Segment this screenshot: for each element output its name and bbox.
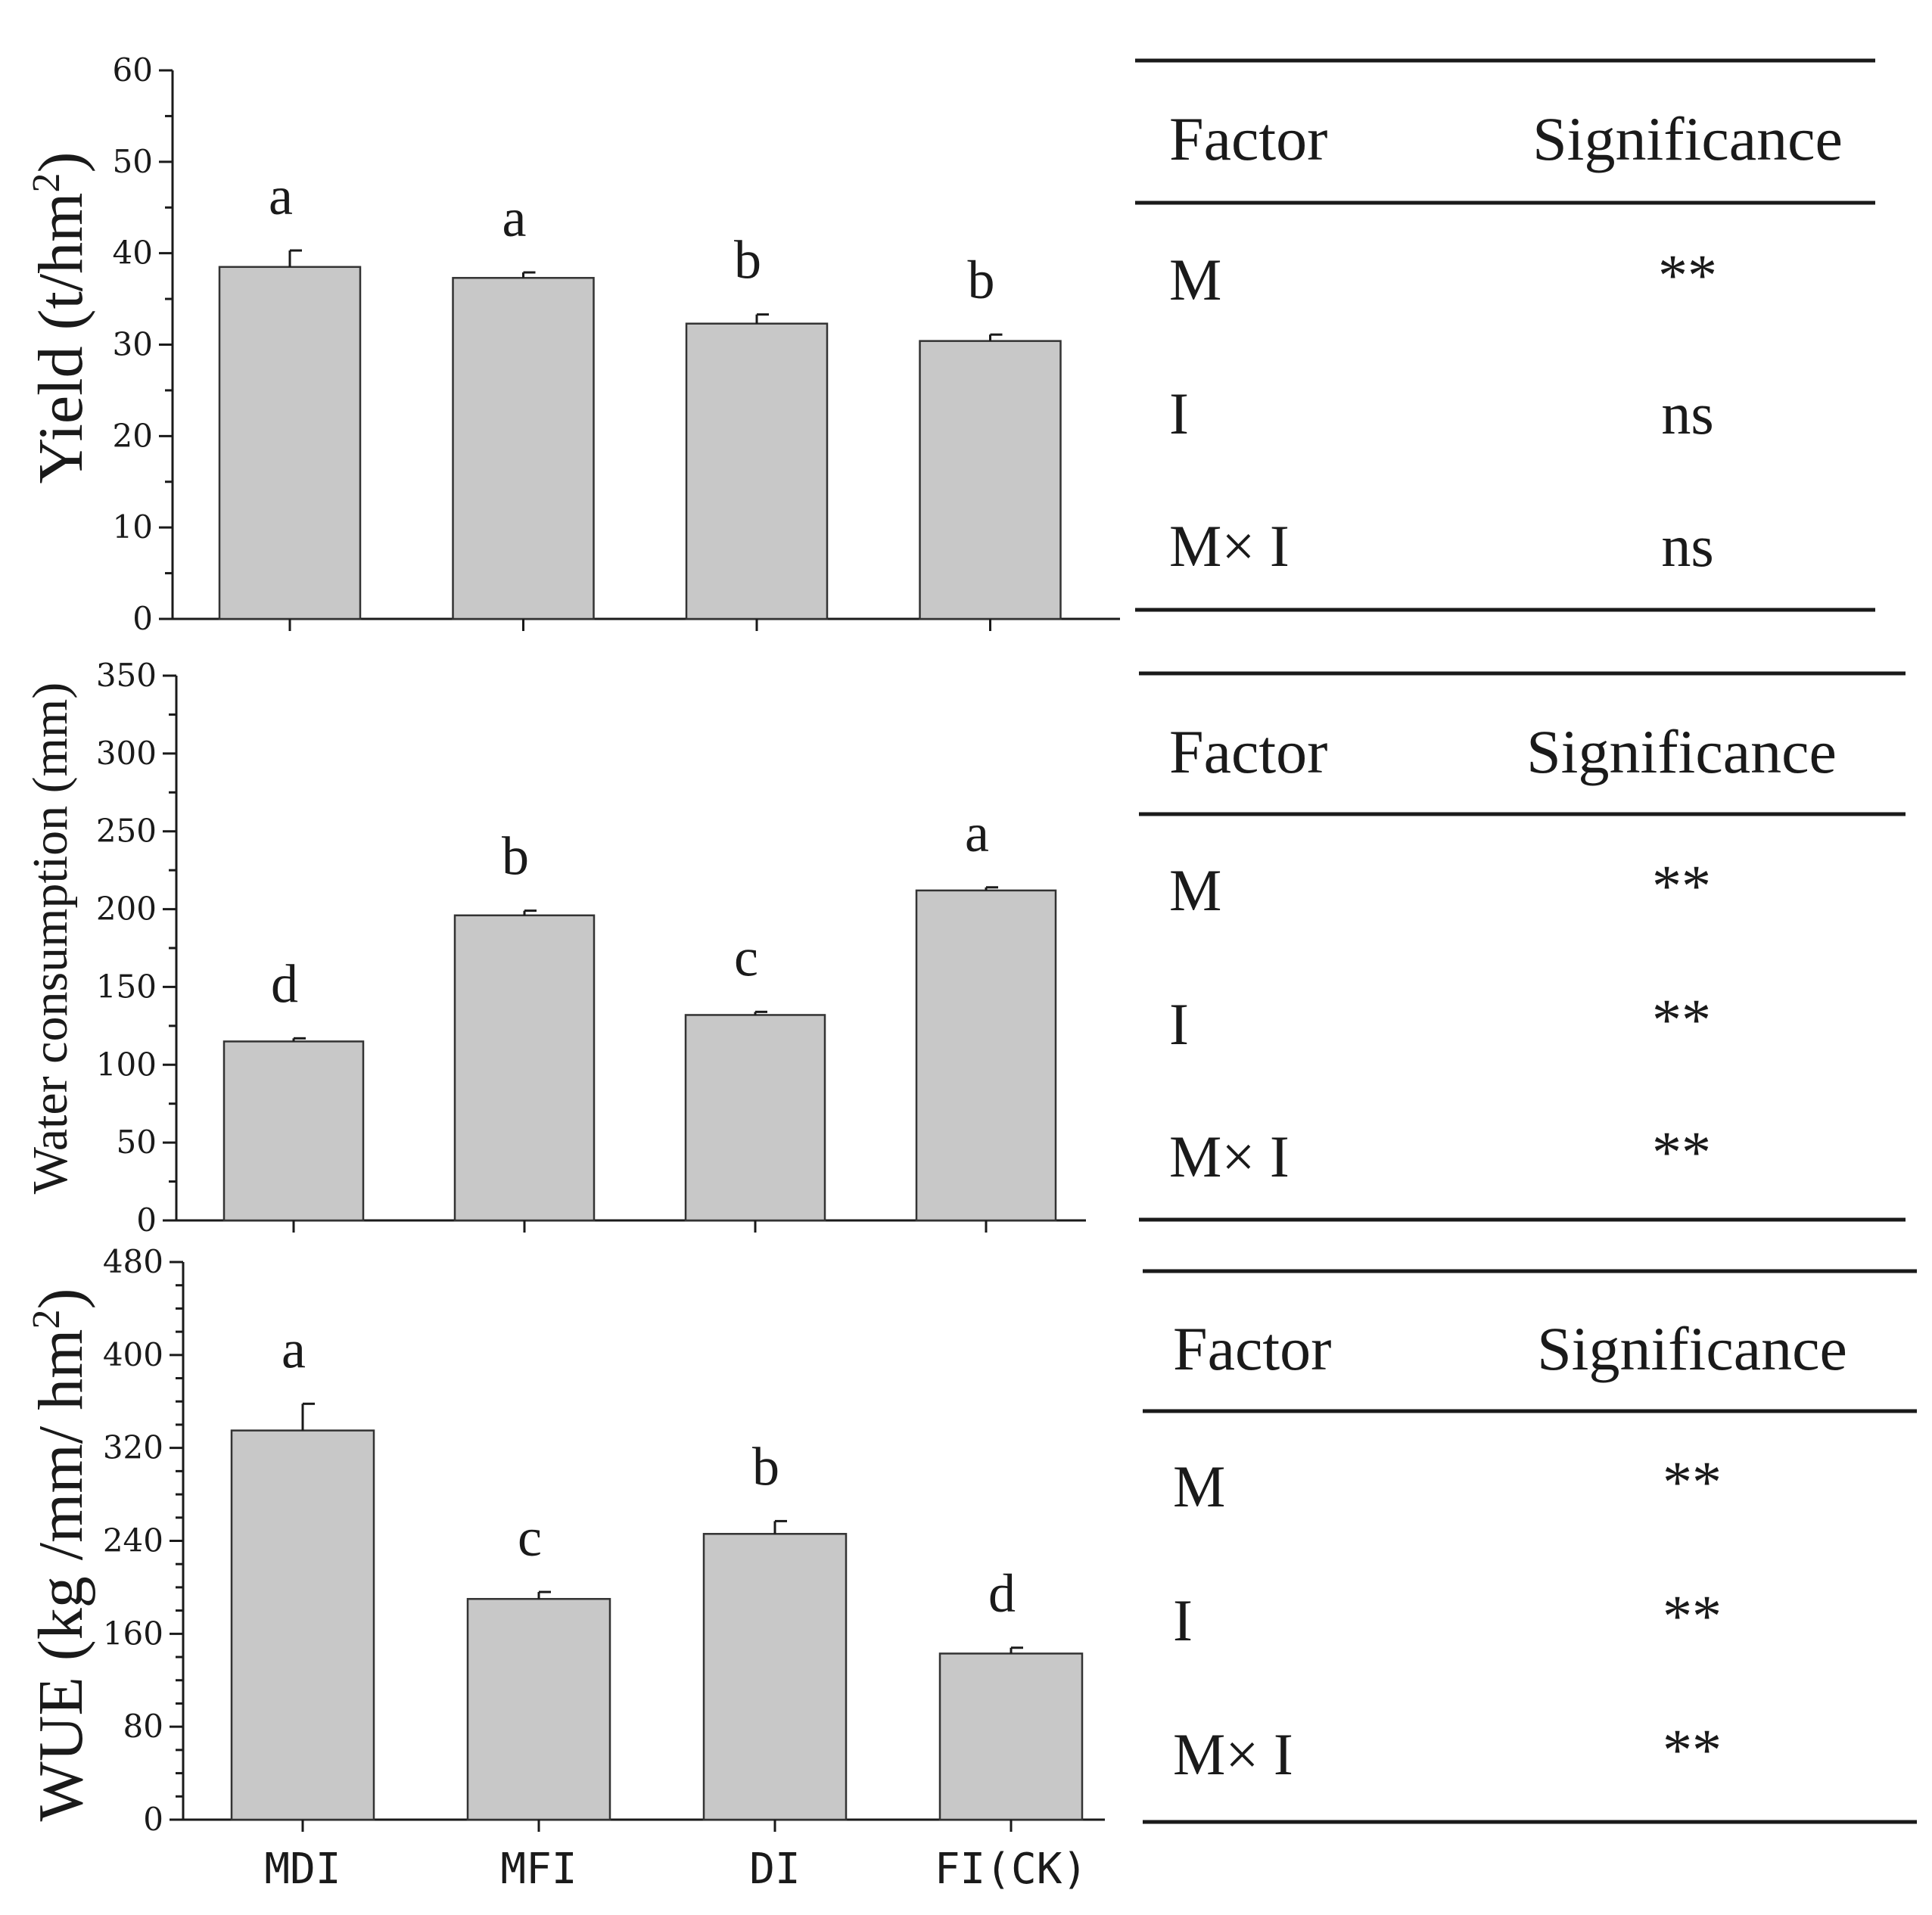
table-significance-cell: ** — [1663, 1583, 1722, 1649]
significance-letter: c — [734, 927, 758, 987]
water-ylabel: Water consumption (mm) — [23, 682, 78, 1195]
significance-letter: b — [734, 230, 761, 291]
y-tick-label: 150 — [96, 968, 157, 1005]
y-tick-label: 160 — [103, 1615, 163, 1652]
y-tick-label: 0 — [136, 1202, 157, 1239]
table-factor-cell: I — [1169, 381, 1189, 446]
water-significance-table: Factor Significance M ** I ** M× I ** — [1139, 671, 1906, 1222]
y-tick-label: 50 — [117, 1124, 157, 1161]
y-tick-label: 0 — [132, 600, 153, 637]
x-category-label: MFI — [500, 1845, 577, 1894]
y-tick-label: 60 — [113, 51, 153, 89]
significance-letter: d — [271, 953, 298, 1014]
x-category-label: FI(CK) — [935, 1845, 1087, 1894]
y-tick-label: 320 — [103, 1429, 163, 1466]
table-significance-cell: ns — [1661, 381, 1713, 446]
bar-di — [702, 1533, 848, 1821]
y-tick-label: 100 — [96, 1046, 157, 1083]
table-significance-cell: ** — [1663, 1449, 1722, 1515]
y-tick-label: 300 — [96, 735, 157, 772]
table-factor-cell: M× I — [1169, 513, 1290, 579]
water-chart: 0 50 100 150 200 250 300 350 d b c a — [96, 657, 1086, 1239]
table-header-factor: Factor — [1173, 1314, 1331, 1383]
bar-fi-ck- — [938, 1652, 1084, 1821]
y-tick-label: 240 — [103, 1522, 163, 1559]
significance-letter: a — [269, 166, 293, 226]
table-significance-cell: ** — [1652, 987, 1711, 1052]
yield-ylabel: Yield (t/hm2) — [25, 152, 96, 484]
y-tick-label: 10 — [113, 508, 153, 546]
y-tick-label: 400 — [103, 1336, 163, 1373]
x-category-label: DI — [749, 1845, 800, 1894]
y-tick-label: 250 — [96, 813, 157, 850]
table-factor-cell: M — [1173, 1453, 1225, 1519]
table-factor-cell: M — [1169, 857, 1221, 923]
table-significance-cell: ** — [1663, 1717, 1722, 1783]
y-tick-label: 20 — [113, 417, 153, 454]
y-tick-label: 30 — [113, 326, 153, 363]
significance-letter: b — [752, 1436, 779, 1497]
table-header-significance: Significance — [1526, 717, 1837, 786]
bar-di — [685, 322, 829, 620]
wue-chart: 0 80 160 240 320 400 480 a c b d MDI MFI DI FI(CK) — [103, 1243, 1105, 1894]
bar-mfi — [452, 277, 595, 620]
bar-di — [684, 1014, 826, 1222]
table-header-factor: Factor — [1169, 104, 1327, 173]
y-tick-label: 350 — [96, 657, 157, 694]
y-tick-label: 80 — [123, 1708, 163, 1745]
table-factor-cell: I — [1169, 991, 1189, 1057]
wue-ylabel: WUE (kg /mm/ hm2) — [25, 1289, 96, 1822]
significance-letter: a — [282, 1319, 306, 1379]
bar-mdi — [230, 1429, 375, 1821]
table-header-significance: Significance — [1537, 1314, 1847, 1383]
panel-water: 0 50 100 150 200 250 300 350 d b c a Water consumpt… — [23, 657, 1086, 1239]
bar-mdi — [218, 266, 362, 620]
table-significance-cell: ** — [1652, 853, 1711, 919]
yield-chart: 0 10 20 30 40 50 60 a a b b — [113, 51, 1120, 637]
table-factor-cell: I — [1173, 1587, 1193, 1653]
y-tick-label: 40 — [113, 235, 153, 272]
table-factor-cell: M — [1169, 247, 1221, 312]
table-factor-cell: M× I — [1169, 1124, 1290, 1189]
bar-fi-ck- — [919, 340, 1062, 620]
table-header-factor: Factor — [1169, 717, 1327, 786]
bar-mdi — [222, 1040, 365, 1222]
wue-ylabel-text: WUE (kg /mm/ hm2) — [25, 1289, 96, 1822]
table-significance-cell: ** — [1652, 1119, 1711, 1185]
significance-letter: c — [518, 1507, 542, 1568]
y-tick-label: 50 — [113, 143, 153, 180]
wue-significance-table: Factor Significance M ** I ** M× I ** — [1143, 1269, 1917, 1824]
significance-letter: a — [965, 803, 989, 863]
x-category-label: MDI — [264, 1845, 341, 1894]
panel-yield: 0 10 20 30 40 50 60 a a b b Yield (t/hm2) — [25, 51, 1120, 637]
yield-significance-table: Factor Significance M ** I ns M× I ns — [1135, 58, 1875, 612]
significance-letter: a — [502, 188, 527, 248]
water-ylabel-text: Water consumption (mm) — [23, 682, 78, 1195]
significance-letter: b — [968, 250, 995, 310]
bar-fi-ck- — [915, 889, 1057, 1222]
table-factor-cell: M× I — [1173, 1721, 1293, 1787]
panel-wue: 0 80 160 240 320 400 480 a c b d MDI MFI DI FI(CK) WUE… — [25, 1243, 1105, 1894]
y-tick-label: 480 — [103, 1243, 163, 1280]
significance-letter: d — [988, 1563, 1016, 1624]
bar-mfi — [466, 1598, 611, 1821]
bar-mfi — [453, 914, 596, 1222]
significance-letter: b — [502, 826, 529, 887]
y-tick-label: 0 — [143, 1801, 163, 1838]
yield-ylabel-text: Yield (t/hm2) — [25, 152, 96, 484]
y-tick-label: 200 — [96, 891, 157, 928]
table-significance-cell: ns — [1661, 513, 1713, 579]
table-header-significance: Significance — [1532, 104, 1843, 173]
table-significance-cell: ** — [1658, 242, 1717, 308]
